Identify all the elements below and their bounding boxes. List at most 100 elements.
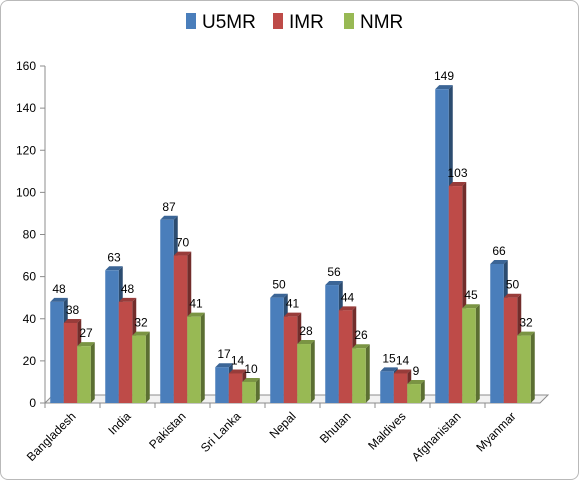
bar-imr-sri-lanka	[228, 373, 243, 403]
data-label: 27	[79, 326, 93, 340]
legend-swatch-nmr	[344, 13, 354, 29]
x-category-label: Bhutan	[317, 409, 354, 446]
y-tick-label: 0	[29, 396, 36, 410]
data-label: 26	[354, 328, 368, 342]
data-label: 103	[447, 166, 467, 180]
data-label: 10	[244, 362, 258, 376]
bar-top	[283, 312, 302, 317]
bar-nmr-bangladesh	[77, 346, 91, 403]
data-label: 41	[286, 297, 300, 311]
data-label: 28	[299, 324, 313, 338]
bar-nmr-pakistan	[187, 316, 201, 403]
bar-nmr-myanmar	[517, 335, 531, 403]
y-tick-label: 40	[23, 312, 37, 326]
bar-u5mr-india	[105, 270, 119, 403]
bar-top	[325, 281, 343, 286]
data-label: 48	[121, 282, 135, 296]
bar-top	[448, 182, 467, 187]
bar-u5mr-nepal	[270, 297, 284, 403]
data-label: 9	[413, 364, 420, 378]
bar-side	[200, 312, 205, 403]
legend-swatch-imr	[273, 13, 283, 29]
y-tick-label: 20	[23, 354, 37, 368]
bar-top	[132, 331, 150, 336]
bar-top	[77, 342, 95, 347]
x-category-label: Nepal	[267, 409, 299, 441]
bar-top	[63, 318, 82, 323]
bar-top	[435, 85, 453, 90]
data-label: 56	[327, 265, 341, 279]
bar-top	[50, 297, 68, 302]
data-label: 50	[272, 278, 286, 292]
bar-side	[145, 331, 150, 403]
bar-nmr-maldives	[407, 384, 421, 403]
data-label: 50	[506, 278, 520, 292]
data-label: 41	[189, 297, 203, 311]
bar-top	[352, 344, 370, 349]
data-label: 17	[217, 347, 231, 361]
x-category-label: India	[105, 409, 134, 438]
data-label: 149	[434, 69, 454, 83]
bar-side	[310, 340, 315, 403]
bar-imr-pakistan	[173, 255, 188, 403]
bar-imr-bhutan	[338, 310, 353, 403]
bar-top	[407, 380, 425, 385]
bar-top	[338, 306, 357, 311]
data-label: 66	[492, 244, 506, 258]
bar-imr-maldives	[393, 373, 408, 403]
legend-label-u5mr: U5MR	[202, 12, 256, 33]
data-label: 38	[66, 303, 80, 317]
data-label: 14	[396, 354, 410, 368]
x-category-label: Pakistan	[146, 409, 188, 451]
bar-top	[490, 259, 508, 264]
y-tick-label: 140	[16, 101, 36, 115]
bar-u5mr-sri-lanka	[215, 367, 229, 403]
bar-side	[255, 377, 260, 403]
bar-imr-bangladesh	[63, 322, 78, 403]
bar-top	[173, 251, 192, 256]
bar-side	[90, 342, 95, 403]
bar-side	[475, 304, 480, 403]
bar-top	[105, 266, 123, 271]
bar-top	[242, 377, 260, 382]
bar-imr-myanmar	[503, 297, 518, 403]
legend-label-nmr: NMR	[360, 12, 403, 33]
data-label: 14	[231, 354, 245, 368]
bar-nmr-afghanistan	[462, 308, 476, 403]
data-label: 48	[52, 282, 66, 296]
x-category-label: Bangladesh	[24, 409, 79, 464]
bar-u5mr-bhutan	[325, 285, 339, 403]
bar-u5mr-pakistan	[160, 219, 174, 403]
data-label: 44	[341, 290, 355, 304]
bar-top	[517, 331, 535, 336]
y-tick-label: 80	[23, 228, 37, 242]
y-tick-label: 120	[16, 143, 36, 157]
bar-nmr-bhutan	[352, 348, 366, 403]
bar-imr-india	[118, 301, 133, 403]
bar-nmr-sri-lanka	[242, 381, 256, 403]
bar-side	[365, 344, 370, 403]
bar-top	[380, 367, 398, 372]
data-label: 15	[382, 351, 396, 365]
bar-top	[228, 369, 247, 374]
data-label: 32	[519, 316, 533, 330]
bar-top	[270, 293, 288, 298]
bar-u5mr-myanmar	[490, 263, 504, 403]
bar-top	[503, 293, 522, 298]
data-label: 63	[107, 250, 121, 264]
bar-top	[215, 363, 233, 368]
x-category-label: Afghanistan	[409, 409, 464, 464]
bar-nmr-nepal	[297, 344, 311, 403]
legend-label-imr: IMR	[289, 12, 324, 33]
bar-imr-afghanistan	[448, 186, 463, 403]
bar-u5mr-afghanistan	[435, 89, 449, 403]
bar-top	[393, 369, 412, 374]
x-category-label: Myanmar	[473, 409, 518, 454]
data-label: 45	[464, 288, 478, 302]
data-label: 87	[162, 200, 176, 214]
legend-swatch-u5mr	[186, 13, 196, 29]
bar-top	[160, 215, 178, 220]
x-category-label: Maldives	[365, 409, 408, 452]
bar-u5mr-maldives	[380, 371, 394, 403]
